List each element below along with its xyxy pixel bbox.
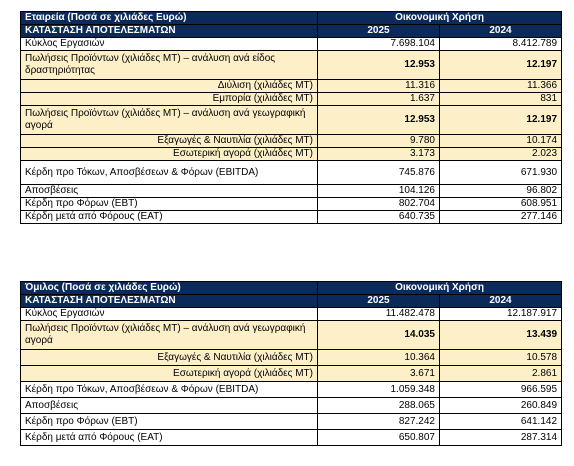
row-label: Πωλήσεις Προϊόντων (χιλιάδες ΜΤ) – ανάλυ… xyxy=(20,320,318,350)
company-statement-title: ΚΑΤΑΣΤΑΣΗ ΑΠΟΤΕΛΕΣΜΑΤΩΝ xyxy=(20,24,318,38)
row-label: Εξαγωγές & Ναυτιλία (χιλιάδες ΜΤ) xyxy=(20,134,318,148)
row-label: Εσωτερική αγορά (χιλιάδες ΜΤ) xyxy=(20,147,318,161)
group-results-table: Όμιλος (Ποσά σε χιλιάδες Ευρώ) Οικονομικ… xyxy=(20,281,563,446)
table-row: Εξαγωγές & Ναυτιλία (χιλιάδες ΜΤ) 9.780 … xyxy=(20,134,563,148)
value-2024: 10.578 xyxy=(438,349,563,366)
value-2025: 640.735 xyxy=(317,210,440,224)
value-2024: 287.314 xyxy=(438,429,563,446)
value-2025: 802.704 xyxy=(317,197,440,211)
value-2025: 650.807 xyxy=(317,429,440,446)
value-2025: 12.953 xyxy=(317,105,440,135)
row-label: Εμπορία (χιλιάδες ΜΤ) xyxy=(20,92,318,106)
table-row: Πωλήσεις Προϊόντων (χιλιάδες ΜΤ) – ανάλυ… xyxy=(20,320,563,350)
table-row: Εμπορία (χιλιάδες ΜΤ) 1.637 831 xyxy=(20,92,563,106)
value-2025: 1.637 xyxy=(317,92,440,106)
group-period-header: Οικονομική Χρήση xyxy=(316,281,563,295)
row-label: Διύλιση (χιλιάδες ΜΤ) xyxy=(20,79,318,93)
value-2025: 14.035 xyxy=(317,320,440,350)
row-label: Κύκλος Εργασιών xyxy=(20,307,318,321)
value-2024: 13.439 xyxy=(438,320,563,350)
table-row: Κύκλος Εργασιών 11.482.478 12.187.917 xyxy=(20,307,563,321)
group-statement-title: ΚΑΤΑΣΤΑΣΗ ΑΠΟΤΕΛΕΣΜΑΤΩΝ xyxy=(20,294,318,308)
row-label: Κέρδη μετά από Φόρους (EAT) xyxy=(20,210,318,224)
table-row: Κέρδη προ Τόκων, Αποσβέσεων & Φόρων (EBI… xyxy=(20,160,563,185)
row-label: Κέρδη προ Τόκων, Αποσβέσεων & Φόρων (EBI… xyxy=(20,381,318,398)
row-label: Αποσβέσεις xyxy=(20,397,318,414)
table-row: Διύλιση (χιλιάδες ΜΤ) 11.316 11.366 xyxy=(20,79,563,93)
company-year-2025: 2025 xyxy=(317,24,440,38)
value-2024: 12.187.917 xyxy=(438,307,563,321)
group-header-row: Όμιλος (Ποσά σε χιλιάδες Ευρώ) Οικονομικ… xyxy=(20,281,563,295)
value-2025: 745.876 xyxy=(317,160,440,185)
value-2025: 10.364 xyxy=(317,349,440,366)
table-row: Κέρδη προ Φόρων (EBT) 802.704 608.951 xyxy=(20,197,563,211)
table-row: Εσωτερική αγορά (χιλιάδες ΜΤ) 3.671 2.86… xyxy=(20,365,563,382)
table-row: Πωλήσεις Προϊόντων (χιλιάδες ΜΤ) – ανάλυ… xyxy=(20,50,563,80)
row-label: Εξαγωγές & Ναυτιλία (χιλιάδες ΜΤ) xyxy=(20,349,318,366)
value-2025: 7.698.104 xyxy=(317,37,440,51)
group-year-2024: 2024 xyxy=(438,294,563,308)
company-period-header: Οικονομική Χρήση xyxy=(316,11,563,25)
value-2024: 11.366 xyxy=(438,79,563,93)
company-subheader-row: ΚΑΤΑΣΤΑΣΗ ΑΠΟΤΕΛΕΣΜΑΤΩΝ 2025 2024 xyxy=(20,24,563,38)
value-2025: 827.242 xyxy=(317,413,440,430)
company-results-table: Εταιρεία (Ποσά σε χιλιάδες Ευρώ) Οικονομ… xyxy=(20,11,563,224)
value-2024: 966.595 xyxy=(438,381,563,398)
value-2024: 12.197 xyxy=(438,50,563,80)
value-2024: 96.802 xyxy=(438,184,563,198)
row-label: Κέρδη προ Τόκων, Αποσβέσεων & Φόρων (EBI… xyxy=(20,160,318,185)
row-label: Εσωτερική αγορά (χιλιάδες ΜΤ) xyxy=(20,365,318,382)
value-2025: 3.173 xyxy=(317,147,440,161)
group-year-2025: 2025 xyxy=(317,294,440,308)
value-2025: 104.126 xyxy=(317,184,440,198)
value-2025: 1.059.348 xyxy=(317,381,440,398)
row-label: Κέρδη μετά από Φόρους (EAT) xyxy=(20,429,318,446)
value-2024: 2.861 xyxy=(438,365,563,382)
table-row: Πωλήσεις Προϊόντων (χιλιάδες ΜΤ) – ανάλυ… xyxy=(20,105,563,135)
value-2024: 277.146 xyxy=(438,210,563,224)
value-2024: 260.849 xyxy=(438,397,563,414)
row-label: Κέρδη προ Φόρων (EBT) xyxy=(20,413,318,430)
value-2025: 11.482.478 xyxy=(317,307,440,321)
row-label: Πωλήσεις Προϊόντων (χιλιάδες ΜΤ) – ανάλυ… xyxy=(20,50,318,80)
value-2024: 608.951 xyxy=(438,197,563,211)
value-2024: 641.142 xyxy=(438,413,563,430)
value-2024: 2.023 xyxy=(438,147,563,161)
value-2025: 3.671 xyxy=(317,365,440,382)
table-row: Κέρδη μετά από Φόρους (EAT) 650.807 287.… xyxy=(20,429,563,446)
row-label: Κέρδη προ Φόρων (EBT) xyxy=(20,197,318,211)
value-2025: 9.780 xyxy=(317,134,440,148)
table-row: Αποσβέσεις 104.126 96.802 xyxy=(20,184,563,198)
company-header-row: Εταιρεία (Ποσά σε χιλιάδες Ευρώ) Οικονομ… xyxy=(20,11,563,25)
table-row: Κύκλος Εργασιών 7.698.104 8.412.789 xyxy=(20,37,563,51)
value-2024: 671.930 xyxy=(438,160,563,185)
table-row: Αποσβέσεις 288.065 260.849 xyxy=(20,397,563,414)
value-2025: 288.065 xyxy=(317,397,440,414)
value-2024: 12.197 xyxy=(438,105,563,135)
table-row: Εξαγωγές & Ναυτιλία (χιλιάδες ΜΤ) 10.364… xyxy=(20,349,563,366)
table-row: Κέρδη μετά από Φόρους (EAT) 640.735 277.… xyxy=(20,210,563,224)
row-label: Πωλήσεις Προϊόντων (χιλιάδες ΜΤ) – ανάλυ… xyxy=(20,105,318,135)
row-label: Κύκλος Εργασιών xyxy=(20,37,318,51)
row-label: Αποσβέσεις xyxy=(20,184,318,198)
value-2024: 831 xyxy=(438,92,563,106)
value-2024: 8.412.789 xyxy=(438,37,563,51)
value-2025: 12.953 xyxy=(317,50,440,80)
value-2024: 10.174 xyxy=(438,134,563,148)
value-2025: 11.316 xyxy=(317,79,440,93)
table-row: Κέρδη προ Φόρων (EBT) 827.242 641.142 xyxy=(20,413,563,430)
group-subheader-row: ΚΑΤΑΣΤΑΣΗ ΑΠΟΤΕΛΕΣΜΑΤΩΝ 2025 2024 xyxy=(20,294,563,308)
table-row: Εσωτερική αγορά (χιλιάδες ΜΤ) 3.173 2.02… xyxy=(20,147,563,161)
company-table-title: Εταιρεία (Ποσά σε χιλιάδες Ευρώ) xyxy=(20,11,318,25)
group-table-title: Όμιλος (Ποσά σε χιλιάδες Ευρώ) xyxy=(20,281,318,295)
company-year-2024: 2024 xyxy=(438,24,563,38)
table-row: Κέρδη προ Τόκων, Αποσβέσεων & Φόρων (EBI… xyxy=(20,381,563,398)
